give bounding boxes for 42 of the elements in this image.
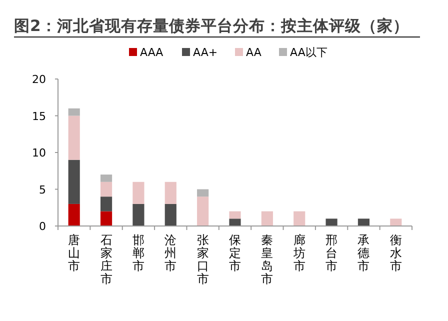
bar <box>294 211 306 226</box>
x-tick-label: 邢台市 <box>326 233 338 273</box>
legend-label: AAA <box>140 46 164 59</box>
bar <box>68 160 80 204</box>
bar <box>68 108 80 116</box>
bar <box>132 204 144 226</box>
bar <box>390 218 402 226</box>
y-tick-label: 20 <box>32 73 46 86</box>
bar <box>68 116 80 160</box>
legend-label: AA以下 <box>290 46 328 59</box>
bar <box>100 211 112 226</box>
bar <box>100 196 112 212</box>
bar <box>261 211 273 226</box>
x-tick-label: 唐山市 <box>68 233 80 273</box>
x-tick-label: 衡水市 <box>390 233 402 273</box>
bar <box>229 211 241 219</box>
bar <box>229 218 241 226</box>
legend-label: AA <box>246 46 262 59</box>
bar <box>164 182 176 204</box>
x-tick-label: 保定市 <box>229 233 241 273</box>
x-tick-label: 石家庄市 <box>100 233 112 286</box>
legend-label: AA+ <box>193 46 218 59</box>
x-tick-label: 张家口市 <box>196 233 209 286</box>
bar <box>132 182 144 204</box>
bar <box>326 218 338 226</box>
y-tick-label: 5 <box>39 183 46 196</box>
x-tick-label: 廊坊市 <box>292 233 306 273</box>
bar <box>197 196 209 226</box>
y-tick-label: 10 <box>32 146 46 160</box>
bar <box>358 218 370 226</box>
x-tick-label: 承德市 <box>358 233 370 273</box>
chart-title: 图2：河北省现有存量债券平台分布：按主体评级（家） <box>14 16 409 35</box>
bar <box>197 189 209 197</box>
y-tick-label: 15 <box>32 110 46 123</box>
x-tick-label: 邯郸市 <box>132 233 144 273</box>
bar <box>100 174 112 182</box>
x-tick-label: 沧州市 <box>164 233 177 273</box>
bar <box>164 204 176 226</box>
bar <box>68 204 80 226</box>
bar <box>100 182 112 197</box>
x-tick-label: 秦皇岛市 <box>261 233 274 286</box>
y-tick-label: 0 <box>39 220 46 233</box>
